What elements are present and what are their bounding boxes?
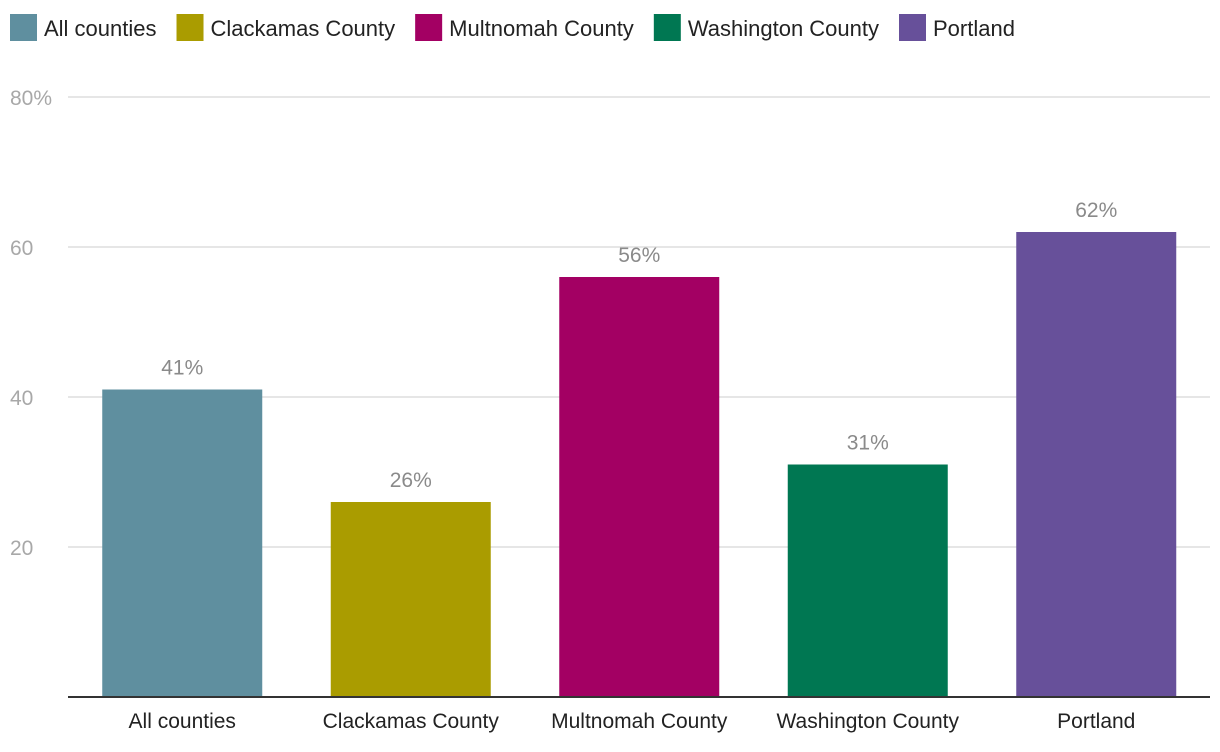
- y-tick-label-40: 40: [10, 387, 33, 410]
- bar-all-counties: [102, 389, 263, 697]
- x-tick-label-portland: Portland: [1057, 710, 1135, 733]
- legend-label-clackamas-county: Clackamas County: [211, 16, 396, 41]
- y-tick-label-20: 20: [10, 537, 33, 560]
- value-label-multnomah-county: 56%: [618, 244, 660, 267]
- value-labels: 41% 26% 56% 31% 62%: [161, 199, 1117, 492]
- bars: [102, 232, 1177, 697]
- legend-swatch-multnomah-county: [415, 14, 443, 41]
- legend-swatch-clackamas-county: [176, 14, 204, 41]
- legend-label-washington-county: Washington County: [688, 16, 879, 41]
- legend: All counties Clackamas County Multnomah Co…: [10, 14, 1015, 41]
- legend-item-portland: Portland: [899, 14, 1015, 41]
- bar-washington-county: [787, 464, 948, 697]
- x-tick-label-multnomah-county: Multnomah County: [551, 710, 728, 733]
- x-axis-labels: All counties Clackamas County Multnomah Co…: [129, 710, 1136, 733]
- legend-label-all-counties: All counties: [44, 16, 157, 41]
- x-tick-label-all-counties: All counties: [129, 710, 236, 733]
- bar-portland: [1016, 232, 1177, 697]
- x-tick-label-clackamas-county: Clackamas County: [323, 710, 500, 733]
- legend-label-portland: Portland: [933, 16, 1015, 41]
- legend-item-multnomah-county: Multnomah County: [415, 14, 634, 41]
- legend-item-clackamas-county: Clackamas County: [176, 14, 396, 41]
- y-tick-label-80: 80%: [10, 87, 52, 110]
- value-label-clackamas-county: 26%: [390, 469, 432, 492]
- bar-multnomah-county: [559, 277, 720, 697]
- legend-swatch-portland: [899, 14, 926, 41]
- bar-clackamas-county: [330, 502, 491, 697]
- legend-swatch-washington-county: [653, 14, 681, 41]
- value-label-portland: 62%: [1075, 199, 1117, 222]
- value-label-all-counties: 41%: [161, 357, 203, 380]
- legend-item-washington-county: Washington County: [653, 14, 879, 41]
- legend-item-all-counties: All counties: [10, 14, 157, 41]
- y-tick-label-60: 60: [10, 237, 33, 260]
- legend-swatch-all-counties: [10, 14, 37, 41]
- value-label-washington-county: 31%: [847, 432, 889, 455]
- legend-label-multnomah-county: Multnomah County: [449, 16, 634, 41]
- x-tick-label-washington-county: Washington County: [777, 710, 960, 733]
- y-axis-ticks: 20 40 60 80%: [10, 87, 52, 560]
